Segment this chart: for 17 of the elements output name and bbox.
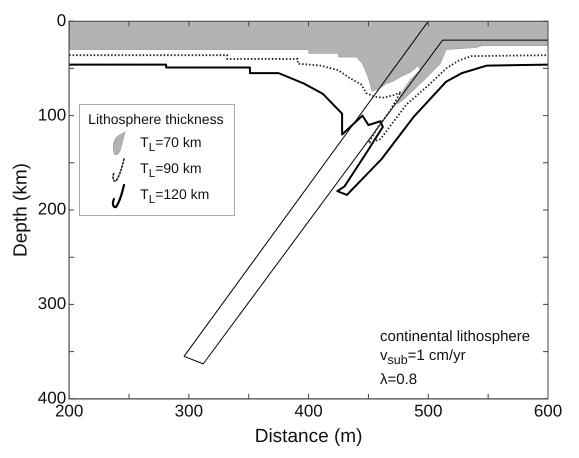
y-axis-title: Depth (km) xyxy=(10,163,32,257)
y-tick-label: 200 xyxy=(38,200,66,219)
x-tick-label: 500 xyxy=(414,402,442,421)
x-tick-label: 400 xyxy=(294,402,323,421)
y-tick-label: 300 xyxy=(38,294,66,314)
legend-label: T$_{L}$=120 km xyxy=(140,186,210,206)
y-tick-label: 0 xyxy=(56,10,66,30)
x-tick-label: 600 xyxy=(534,402,562,421)
annotation: continental lithosphere xyxy=(380,326,530,346)
x-tick-label: 300 xyxy=(174,402,204,421)
y-tick-label: 100 xyxy=(38,105,66,124)
legend-title: Lithosphere thickness xyxy=(88,111,224,128)
legend-label: T$_{L}$=70 km xyxy=(140,134,202,154)
legend-label: T$_{L}$=90 km xyxy=(140,160,202,180)
annotation: v$_{sub}$=1 cm/yr xyxy=(380,346,467,369)
x-axis-title: Distance (m) xyxy=(254,426,362,447)
annotation: λ=0.8 xyxy=(380,370,418,389)
